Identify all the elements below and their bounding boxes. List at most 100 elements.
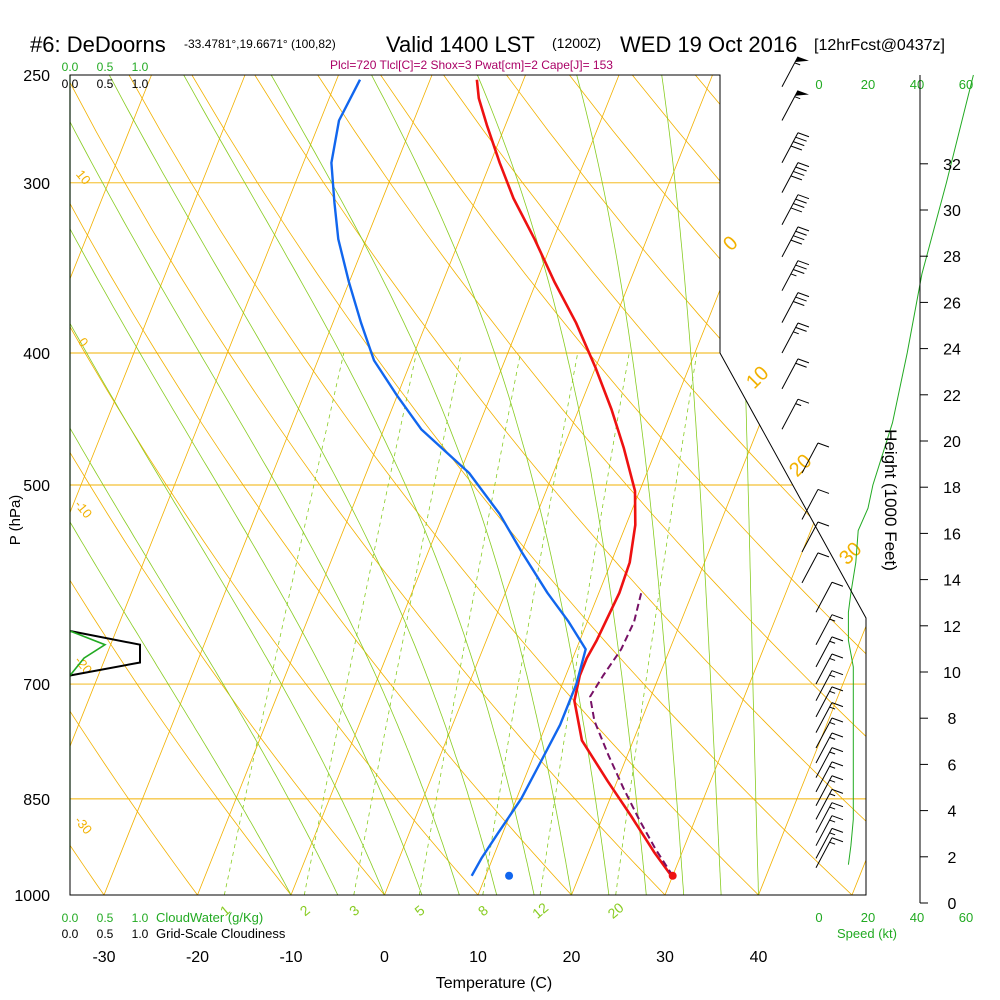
wind-barb-half-flag	[829, 841, 836, 845]
wind-barb-half-flag	[829, 806, 836, 810]
moist-adiabat	[183, 75, 535, 895]
wind-barb-flag	[831, 837, 844, 843]
wind-barb-flag	[831, 670, 844, 676]
wind-barb	[781, 292, 810, 323]
forecast-info: [12hrFcst@0437z]	[814, 37, 945, 54]
mixing-ratio-line	[353, 352, 462, 895]
mixing-ratio-line	[223, 352, 345, 895]
wind-barb	[781, 398, 810, 430]
pressure-tick-label: 1000	[14, 888, 50, 905]
wind-barb-flag	[793, 203, 805, 208]
wind-barb-flag	[817, 521, 830, 527]
mixing-ratio-line	[482, 352, 579, 895]
dry-adiabat	[70, 75, 479, 895]
moist-adiabat	[270, 75, 572, 895]
station-coords: -33.4781°,19.6671° (100,82)	[184, 37, 336, 51]
temperature-tick-label: 0	[380, 949, 389, 966]
cloudwater-scale-bottom: 0.5	[97, 911, 114, 925]
wind-barb-half-flag	[829, 706, 836, 710]
speed-scale-bottom: 60	[959, 910, 973, 925]
dry-adiabat	[506, 75, 866, 895]
temperature-tick-label: -20	[186, 949, 209, 966]
wind-barb-flag	[797, 194, 810, 200]
wind-barb-flag	[831, 788, 844, 794]
wind-barb-half-flag	[829, 618, 836, 622]
cloudiness-legend: Grid-Scale Cloudiness	[156, 926, 286, 941]
isotherm--30	[103, 75, 433, 895]
dry-adiabat	[128, 75, 759, 895]
wind-barb-half-flag	[829, 690, 836, 694]
dry-adiabat	[70, 75, 385, 895]
cloudwater-scale-top: 1.0	[132, 60, 149, 74]
cloudiness-scale-bottom: 0.5	[97, 927, 114, 941]
height-tick-label: 22	[943, 388, 961, 405]
dry-adiabat	[820, 75, 866, 895]
wind-barb-shaft	[815, 815, 833, 846]
cloudwater-scale-bottom: 0.0	[62, 911, 79, 925]
wind-barb	[815, 702, 844, 733]
wind-barb-shaft	[815, 702, 833, 733]
mixing-ratio-label: 2	[297, 902, 313, 919]
pressure-tick-label: 850	[23, 792, 50, 809]
wind-barb-flag	[790, 207, 803, 213]
cloudwater-scale-top: 0.5	[97, 60, 114, 74]
wind-barb	[815, 732, 844, 764]
isotherm-0	[384, 75, 713, 895]
wind-barb-half-flag	[829, 721, 836, 725]
wind-barb-shaft	[781, 226, 799, 258]
cloudwater-scale-top: 0.0	[62, 60, 79, 74]
wind-barb-half-flag	[829, 736, 836, 740]
cloudiness-scale-bottom: 0.0	[62, 927, 79, 941]
wind-barb	[801, 488, 830, 520]
temperature-tick-label: 10	[469, 949, 487, 966]
speed-axis-title: Speed (kt)	[837, 926, 897, 941]
isotherm--60	[70, 75, 152, 895]
plot-frame	[69, 74, 867, 896]
wind-barb-flag	[795, 326, 807, 332]
dewpoint-line	[330, 79, 587, 877]
cloudwater-profile	[69, 630, 107, 677]
wind-barb	[815, 614, 844, 645]
wind-barb-flag	[795, 230, 807, 236]
wind-barb-shaft	[781, 132, 799, 164]
dry-adiabat	[70, 75, 572, 895]
mixing-ratio-label: 8	[475, 902, 491, 919]
height-tick-label: 12	[943, 619, 961, 636]
moist-adiabat	[70, 75, 339, 895]
wind-barb-shaft	[781, 292, 799, 323]
wind-barb-shaft	[801, 552, 819, 584]
wind-barb	[815, 670, 844, 701]
wind-barb	[801, 521, 830, 553]
wind-barb-shaft	[815, 802, 833, 833]
wind-barb-shaft	[815, 636, 833, 668]
dry-adiabat	[254, 75, 866, 895]
wind-barb	[781, 322, 810, 354]
wind-barb	[815, 815, 844, 846]
speed-scale-top: 40	[910, 77, 924, 92]
wind-barb-flag	[817, 442, 830, 448]
wind-barb-shaft	[815, 761, 833, 793]
wind-barb-flag	[831, 717, 844, 723]
wind-barb	[815, 827, 844, 859]
mixing-ratio-line	[615, 352, 698, 895]
wind-barb-flag	[790, 145, 803, 151]
wind-barb-flag	[831, 614, 844, 620]
height-tick-label: 20	[943, 434, 961, 451]
moist-adiabat	[70, 75, 385, 895]
surface-dewpoint-dot	[505, 871, 514, 880]
wind-barb-half-flag	[794, 96, 801, 100]
wind-barb-shaft	[815, 614, 833, 645]
wind-barb-shaft	[815, 789, 833, 820]
wind-barb-flag	[797, 322, 810, 328]
wind-barb-flag	[790, 175, 803, 181]
moist-adiabat	[70, 75, 423, 895]
wind-barb	[781, 162, 810, 193]
wind-barb-half-flag	[829, 640, 836, 644]
wind-barb	[815, 581, 844, 613]
wind-barb-flag	[797, 226, 810, 232]
cloudiness-scale-bottom: 1.0	[132, 927, 149, 941]
wind-barb-shaft	[781, 260, 799, 291]
wind-barb-flag	[831, 732, 844, 738]
wind-barb-shaft	[815, 717, 833, 749]
pressure-tick-label: 700	[23, 677, 50, 694]
